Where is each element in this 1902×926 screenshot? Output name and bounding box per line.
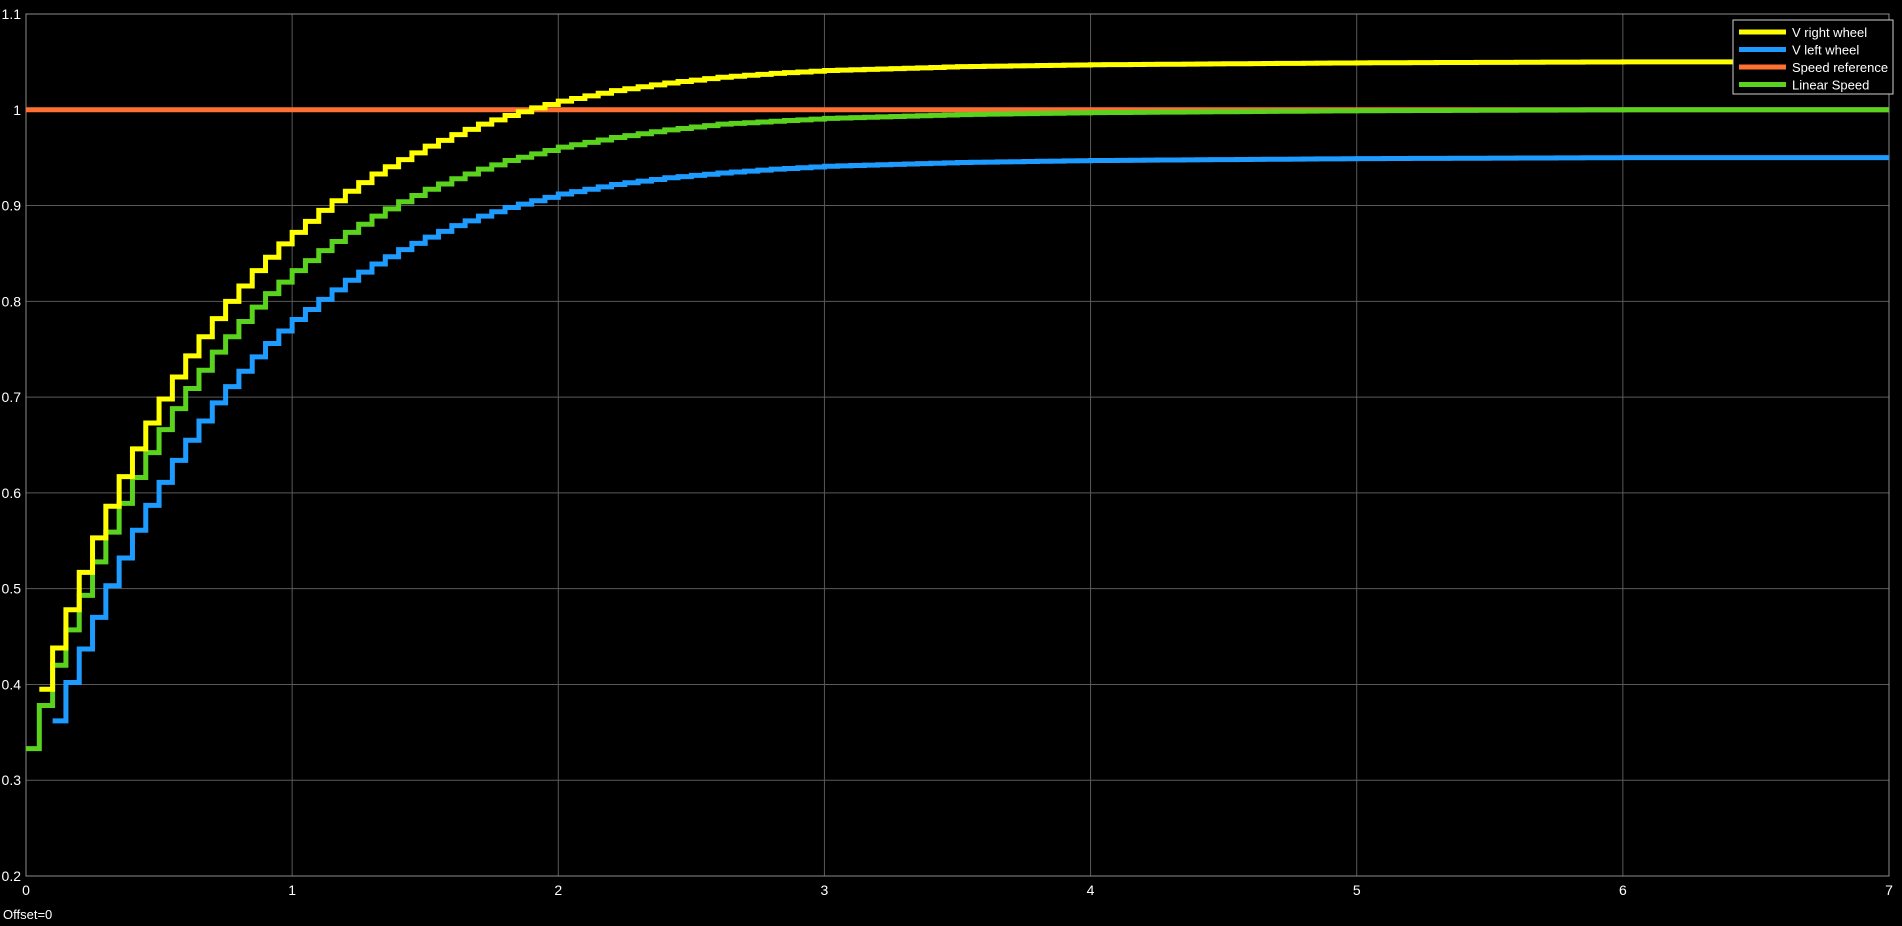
series-line-3 xyxy=(26,107,1889,752)
x-tick-label: 4 xyxy=(1087,882,1095,898)
x-tick-label: 3 xyxy=(821,882,829,898)
series-line-1 xyxy=(52,155,1889,724)
y-tick-label: 0.7 xyxy=(2,389,22,405)
axis-tick-labels: 0 1 2 3 4 5 6 7 0.2 0.3 0.4 0.5 0.6 0.7 0.8 0.9 1 1.1 xyxy=(2,6,1894,898)
y-tick-label: 0.6 xyxy=(2,485,22,501)
y-tick-label: 0.5 xyxy=(2,581,22,597)
y-tick-label: 1.1 xyxy=(2,6,22,22)
y-tick-label: 0.2 xyxy=(2,868,22,884)
legend-label: V right wheel xyxy=(1792,25,1867,40)
x-tick-label: 7 xyxy=(1885,882,1893,898)
data-series xyxy=(26,59,1889,752)
y-tick-label: 0.3 xyxy=(2,772,22,788)
y-tick-label: 1 xyxy=(13,102,21,118)
x-tick-label: 5 xyxy=(1353,882,1361,898)
legend-label: Speed reference xyxy=(1792,60,1888,75)
x-tick-label: 1 xyxy=(288,882,296,898)
y-tick-label: 0.4 xyxy=(2,676,22,692)
plot-area-border xyxy=(25,13,1890,877)
legend: V right wheel V left wheel Speed reference… xyxy=(1732,19,1894,95)
x-tick-label: 0 xyxy=(22,882,30,898)
series-line-0 xyxy=(39,59,1889,692)
legend-label: Linear Speed xyxy=(1792,78,1869,93)
offset-label: Offset=0 xyxy=(3,907,53,922)
legend-label: V left wheel xyxy=(1792,43,1859,58)
x-tick-label: 2 xyxy=(554,882,562,898)
y-tick-label: 0.9 xyxy=(2,198,22,214)
x-tick-label: 6 xyxy=(1619,882,1627,898)
y-tick-label: 0.8 xyxy=(2,293,22,309)
